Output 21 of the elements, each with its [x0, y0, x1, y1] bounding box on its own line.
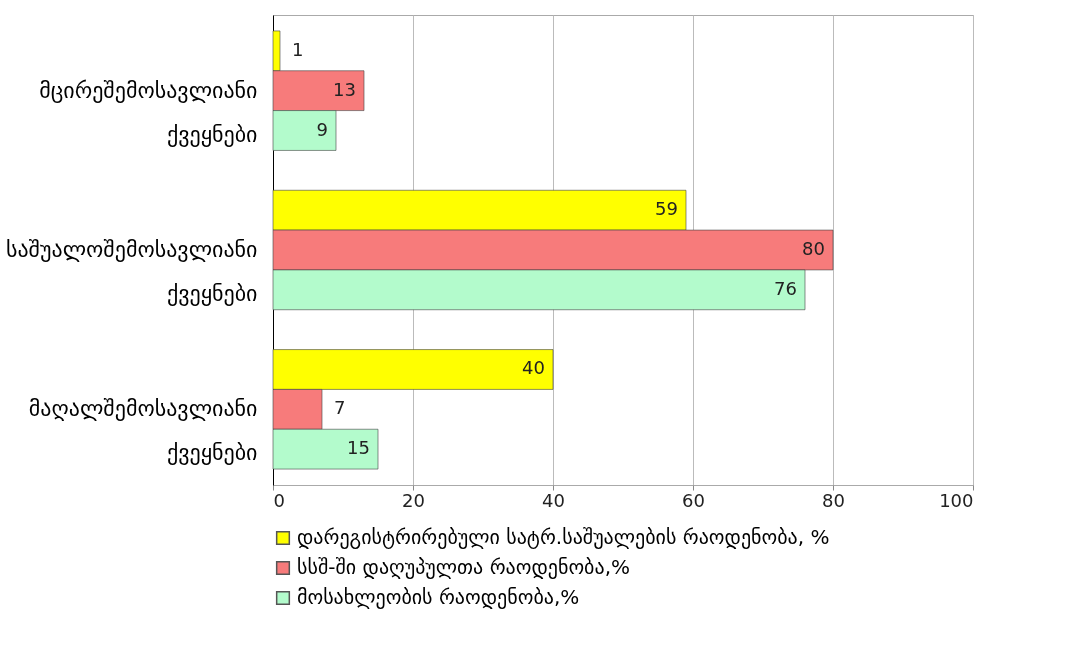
- data-label: 40: [522, 357, 545, 379]
- legend-label: სსშ-ში დაღუპულთა რაოდენობა,%: [297, 555, 630, 579]
- x-tick-label: 100: [939, 489, 974, 511]
- y-tick-label: მცირეშემოსავლიანი ქვეყნები: [39, 77, 258, 147]
- y-tick-label: საშუალოშემოსავლიანი ქვეყნები: [5, 237, 258, 306]
- data-label: 1: [292, 38, 304, 60]
- x-tick-label: 20: [402, 489, 425, 511]
- legend-label: დარეგისტრირებული სატრ.საშუალების რაოდენობა, %: [297, 525, 830, 549]
- data-label: 76: [774, 277, 797, 299]
- x-tick-label: 60: [682, 489, 705, 511]
- data-label: 9: [316, 118, 328, 140]
- data-label: 59: [655, 198, 678, 220]
- data-label: 80: [802, 238, 825, 259]
- data-label: 13: [333, 78, 356, 100]
- x-tick-label: 80: [822, 489, 845, 511]
- x-tick-label: 0: [273, 489, 285, 511]
- y-tick-label: მაღალშემოსავლიანი ქვეყნები: [28, 396, 258, 466]
- legend-label: მოსახლეობის რაოდენობა,%: [297, 585, 580, 609]
- data-label: 15: [347, 437, 370, 459]
- data-label: 7: [334, 397, 346, 419]
- x-tick-label: 40: [542, 489, 565, 511]
